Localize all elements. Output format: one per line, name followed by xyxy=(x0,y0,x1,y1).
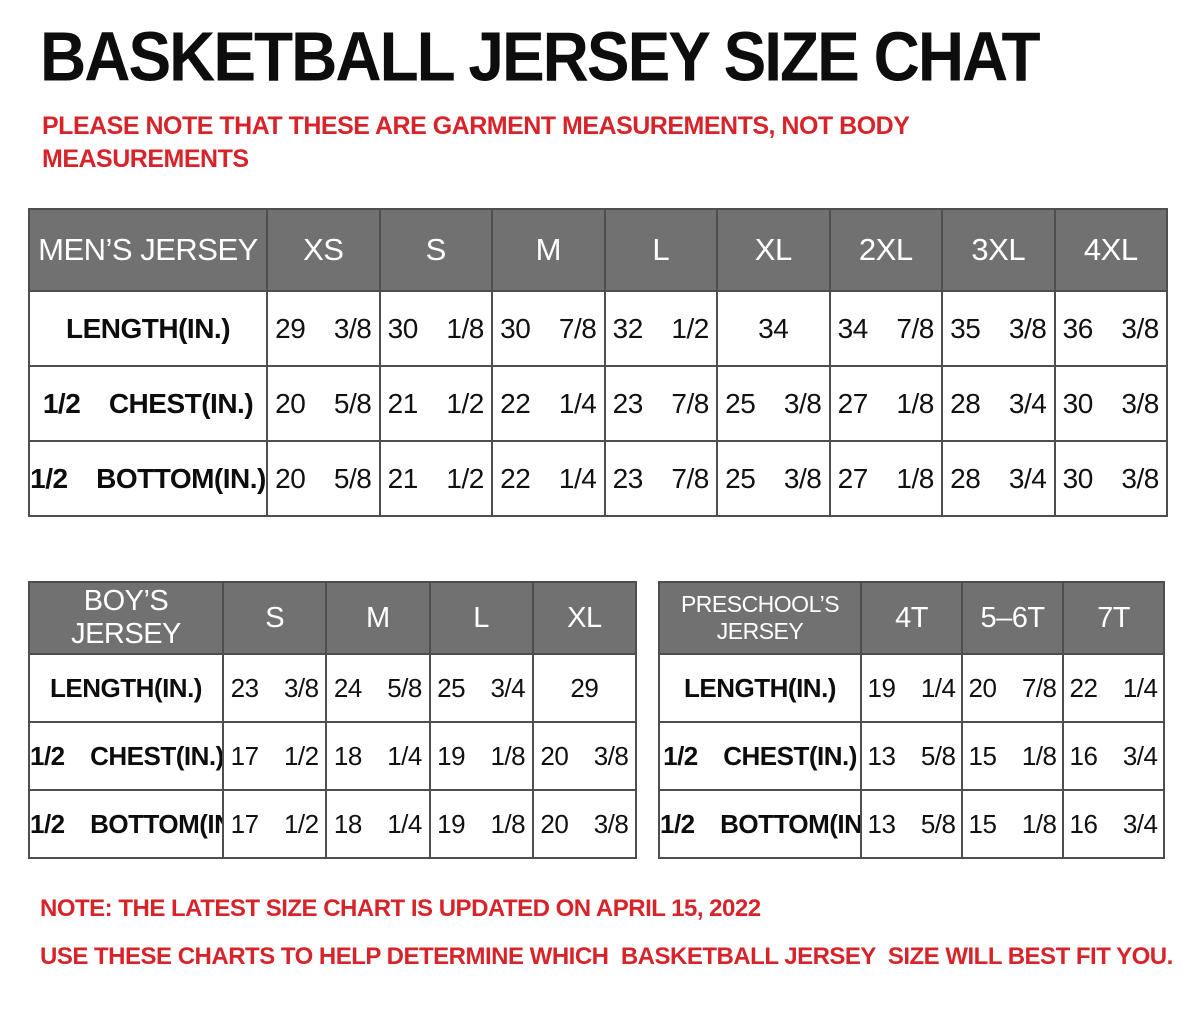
fit-guidance-note: USE THESE CHARTS TO HELP DETERMINE WHICH… xyxy=(40,943,1173,970)
boys-header-row: BOY’S JERSEY S M L XL xyxy=(28,581,638,655)
boys-chest-l: 19 1/8 xyxy=(428,721,534,791)
boys-bottom-m: 18 1/4 xyxy=(325,789,431,859)
preschool-length-5-6t: 20 7/8 xyxy=(961,653,1064,723)
preschool-chest-7t: 16 3/4 xyxy=(1062,721,1165,791)
mens-table-title: MEN’S JERSEY xyxy=(28,208,268,292)
mens-bottom-xs: 20 5/8 xyxy=(266,440,381,517)
mens-length-xl: 34 xyxy=(716,290,831,367)
mens-bottom-xl: 25 3/8 xyxy=(716,440,831,517)
preschool-length-4t: 19 1/4 xyxy=(860,653,963,723)
size-chart-page: BASKETBALL JERSEY SIZE CHAT PLEASE NOTE … xyxy=(0,22,1200,1029)
mens-size-header-l: L xyxy=(603,208,718,292)
preschool-bottom-label: 1/2 BOTTOM(IN.) xyxy=(658,789,862,859)
mens-size-header-4xl: 4XL xyxy=(1053,208,1168,292)
mens-length-2xl: 34 7/8 xyxy=(828,290,943,367)
mens-length-m: 30 7/8 xyxy=(491,290,606,367)
mens-bottom-label: 1/2 BOTTOM(IN.) xyxy=(28,440,268,517)
mens-header-row: MEN’S JERSEY XS S M L XL 2XL 3XL 4XL xyxy=(28,208,1168,292)
mens-bottom-l: 23 7/8 xyxy=(603,440,718,517)
boys-length-row: LENGTH(IN.) 23 3/8 24 5/8 25 3/4 29 xyxy=(28,653,638,723)
preschool-chest-5-6t: 15 1/8 xyxy=(961,721,1064,791)
boys-size-header-xl: XL xyxy=(531,581,638,655)
footnotes: NOTE: THE LATEST SIZE CHART IS UPDATED O… xyxy=(40,895,1200,971)
preschool-bottom-row: 1/2 BOTTOM(IN.) 13 5/8 15 1/8 16 3/4 xyxy=(658,789,1165,859)
mens-chest-m: 22 1/4 xyxy=(491,365,606,442)
mens-size-header-s: S xyxy=(378,208,493,292)
preschool-bottom-5-6t: 15 1/8 xyxy=(961,789,1064,859)
mens-chest-s: 21 1/2 xyxy=(378,365,493,442)
mens-length-l: 32 1/2 xyxy=(603,290,718,367)
preschool-bottom-4t: 13 5/8 xyxy=(860,789,963,859)
boys-table-title: BOY’S JERSEY xyxy=(28,581,224,655)
preschool-header-row: PRESCHOOL’S JERSEY 4T 5–6T 7T xyxy=(658,581,1165,655)
boys-length-label: LENGTH(IN.) xyxy=(28,653,224,723)
mens-length-row: LENGTH(IN.) 29 3/8 30 1/8 30 7/8 32 1/2 … xyxy=(28,290,1168,367)
preschool-length-row: LENGTH(IN.) 19 1/4 20 7/8 22 1/4 xyxy=(658,653,1165,723)
mens-chest-4xl: 30 3/8 xyxy=(1053,365,1168,442)
boys-length-xl: 29 xyxy=(531,653,638,723)
boys-chest-xl: 20 3/8 xyxy=(531,721,638,791)
preschool-size-header-4t: 4T xyxy=(860,581,963,655)
mens-chest-l: 23 7/8 xyxy=(603,365,718,442)
preschool-chest-row: 1/2 CHEST(IN.) 13 5/8 15 1/8 16 3/4 xyxy=(658,721,1165,791)
mens-length-s: 30 1/8 xyxy=(378,290,493,367)
mens-bottom-3xl: 28 3/4 xyxy=(941,440,1056,517)
preschool-length-label: LENGTH(IN.) xyxy=(658,653,862,723)
preschool-length-7t: 22 1/4 xyxy=(1062,653,1165,723)
preschool-bottom-7t: 16 3/4 xyxy=(1062,789,1165,859)
boys-bottom-xl: 20 3/8 xyxy=(531,789,638,859)
mens-length-xs: 29 3/8 xyxy=(266,290,381,367)
boys-size-header-l: L xyxy=(428,581,534,655)
preschool-size-header-5-6t: 5–6T xyxy=(961,581,1064,655)
boys-chest-label: 1/2 CHEST(IN.) xyxy=(28,721,224,791)
preschool-size-header-7t: 7T xyxy=(1062,581,1165,655)
boys-length-l: 25 3/4 xyxy=(428,653,534,723)
mens-size-header-3xl: 3XL xyxy=(941,208,1056,292)
mens-chest-xs: 20 5/8 xyxy=(266,365,381,442)
mens-size-header-2xl: 2XL xyxy=(828,208,943,292)
mens-bottom-row: 1/2 BOTTOM(IN.) 20 5/8 21 1/2 22 1/4 23 … xyxy=(28,440,1168,517)
mens-jersey-table: MEN’S JERSEY XS S M L XL 2XL 3XL 4XL LEN… xyxy=(28,208,1168,517)
boys-chest-m: 18 1/4 xyxy=(325,721,431,791)
mens-chest-2xl: 27 1/8 xyxy=(828,365,943,442)
boys-length-m: 24 5/8 xyxy=(325,653,431,723)
mens-size-header-xs: XS xyxy=(266,208,381,292)
preschool-chest-4t: 13 5/8 xyxy=(860,721,963,791)
mens-length-3xl: 35 3/8 xyxy=(941,290,1056,367)
boys-bottom-label: 1/2 BOTTOM(IN.) xyxy=(28,789,224,859)
boys-chest-row: 1/2 CHEST(IN.) 17 1/2 18 1/4 19 1/8 20 3… xyxy=(28,721,638,791)
update-date-note: NOTE: THE LATEST SIZE CHART IS UPDATED O… xyxy=(40,895,761,922)
boys-length-s: 23 3/8 xyxy=(221,653,328,723)
mens-chest-xl: 25 3/8 xyxy=(716,365,831,442)
boys-bottom-row: 1/2 BOTTOM(IN.) 17 1/2 18 1/4 19 1/8 20 … xyxy=(28,789,638,859)
mens-chest-row: 1/2 CHEST(IN.) 20 5/8 21 1/2 22 1/4 23 7… xyxy=(28,365,1168,442)
boys-size-header-m: M xyxy=(325,581,431,655)
boys-jersey-table: BOY’S JERSEY S M L XL LENGTH(IN.) 23 3/8… xyxy=(28,581,638,859)
mens-length-label: LENGTH(IN.) xyxy=(28,290,268,367)
mens-length-4xl: 36 3/8 xyxy=(1053,290,1168,367)
mens-bottom-4xl: 30 3/8 xyxy=(1053,440,1168,517)
mens-chest-3xl: 28 3/4 xyxy=(941,365,1056,442)
boys-size-header-s: S xyxy=(221,581,328,655)
child-tables-row: BOY’S JERSEY S M L XL LENGTH(IN.) 23 3/8… xyxy=(28,581,1200,859)
boys-chest-s: 17 1/2 xyxy=(221,721,328,791)
garment-measurement-disclaimer: PLEASE NOTE THAT THESE ARE GARMENT MEASU… xyxy=(42,112,909,173)
mens-bottom-s: 21 1/2 xyxy=(378,440,493,517)
boys-bottom-s: 17 1/2 xyxy=(221,789,328,859)
mens-bottom-m: 22 1/4 xyxy=(491,440,606,517)
preschool-chest-label: 1/2 CHEST(IN.) xyxy=(658,721,862,791)
mens-chest-label: 1/2 CHEST(IN.) xyxy=(28,365,268,442)
mens-size-header-m: M xyxy=(491,208,606,292)
boys-bottom-l: 19 1/8 xyxy=(428,789,534,859)
page-title: BASKETBALL JERSEY SIZE CHAT xyxy=(40,17,1041,96)
mens-bottom-2xl: 27 1/8 xyxy=(828,440,943,517)
mens-size-header-xl: XL xyxy=(716,208,831,292)
preschool-jersey-table: PRESCHOOL’S JERSEY 4T 5–6T 7T LENGTH(IN.… xyxy=(658,581,1165,859)
preschool-table-title: PRESCHOOL’S JERSEY xyxy=(658,581,862,655)
